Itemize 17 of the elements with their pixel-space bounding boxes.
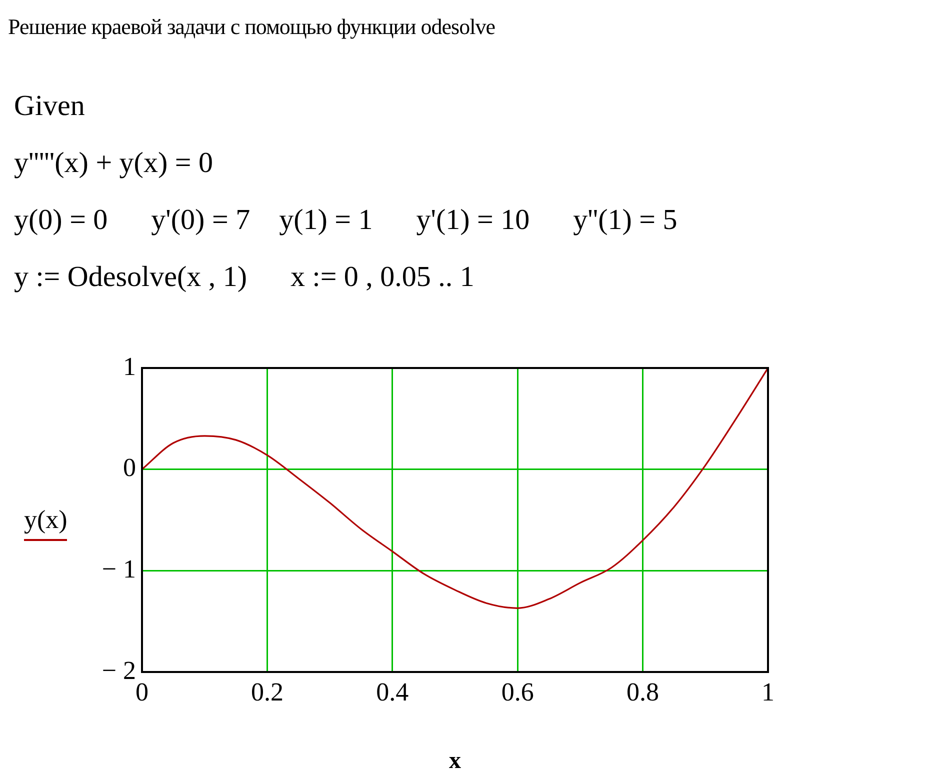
y-axis-title: y(x) — [24, 505, 68, 541]
text: Given — [14, 89, 86, 124]
x-tick-label: 0.2 — [250, 677, 284, 706]
y-tick-label: − 2 — [102, 656, 136, 685]
text: y(0) = 0 y'(0) = 7 y(1) = 1 y'(1) = 10 y''(1) = 5 — [14, 203, 678, 238]
x-tick-label: 0.6 — [501, 677, 534, 706]
x-tick-label: 1 — [762, 677, 774, 706]
chart-title: Решение краевой задачи с помощью функции odesolve — [8, 14, 495, 40]
y-tick-label: − 1 — [102, 554, 136, 584]
text: y'''''(x) + y(x) = 0 — [14, 146, 214, 181]
y-tick-label: 0 — [123, 453, 136, 482]
text: y := Odesolve(x , 1) x := 0 , 0.05 .. 1 — [14, 260, 476, 295]
line-series — [142, 368, 768, 609]
x-tick-label: 0.4 — [376, 677, 409, 706]
y-tick-label: 1 — [123, 352, 136, 381]
x-axis-title: x — [449, 748, 461, 774]
x-tick-label: 0.8 — [626, 677, 660, 706]
